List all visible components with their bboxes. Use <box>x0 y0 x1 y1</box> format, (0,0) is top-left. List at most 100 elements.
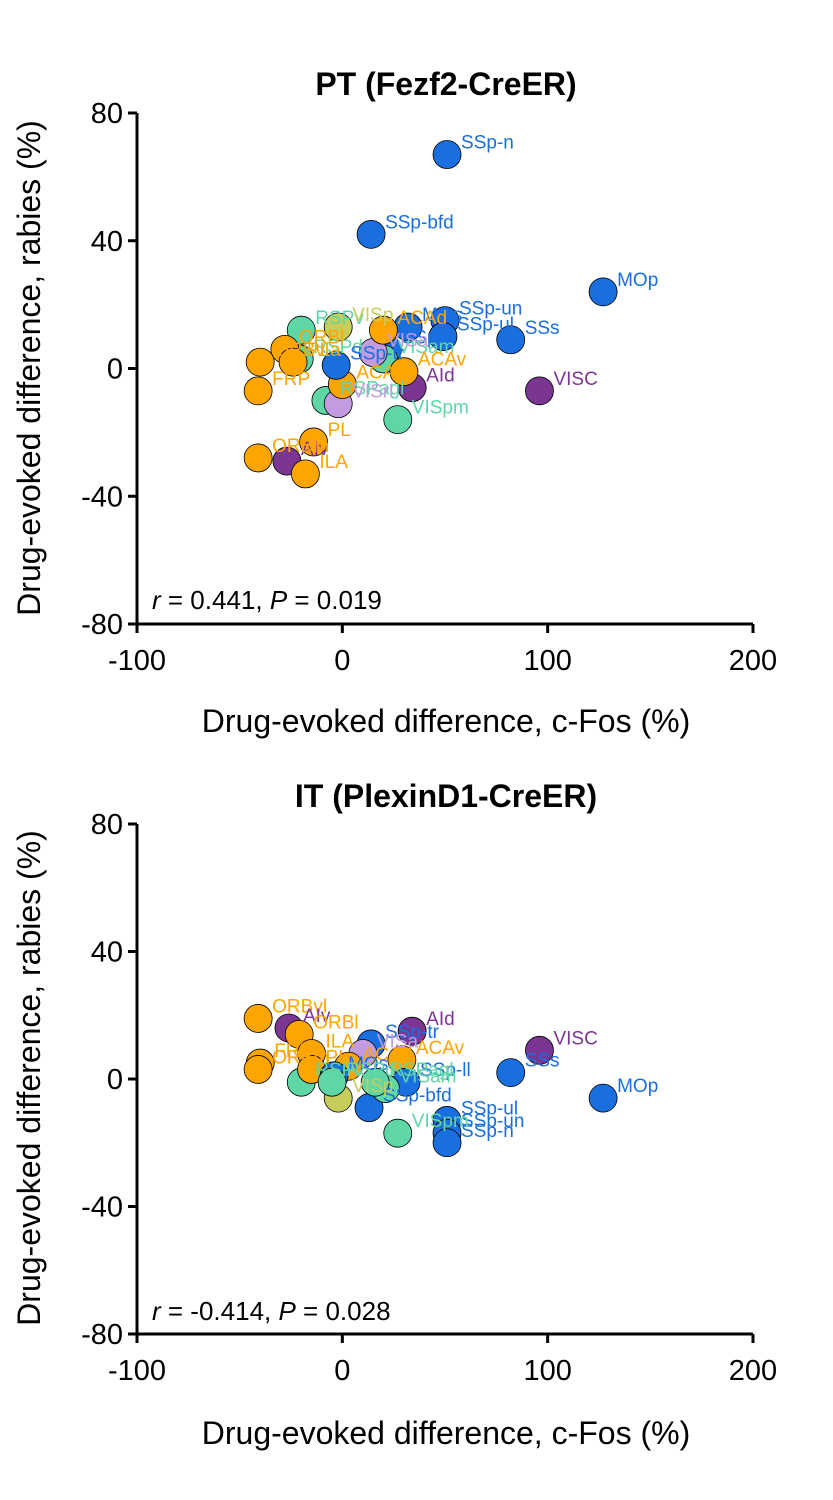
y-tick-label: -40 <box>81 1192 123 1224</box>
data-point <box>243 1055 273 1084</box>
point-label: SSs <box>525 318 560 339</box>
point-label: SSp-un <box>459 299 522 320</box>
data-point <box>299 427 328 457</box>
r-value: = 0.441, <box>161 585 270 615</box>
data-point <box>243 376 273 406</box>
points <box>243 140 618 489</box>
point-label: ACAd <box>362 1044 412 1065</box>
point-label: AIv <box>301 439 329 460</box>
y-tick-label: 80 <box>91 809 123 841</box>
point-label: VISam <box>397 337 454 358</box>
y-tick-label: 0 <box>107 1064 123 1096</box>
point-label: FRP <box>272 369 310 390</box>
point-label: SSp-n <box>461 1121 514 1142</box>
data-point <box>432 140 462 169</box>
point-label: VISp <box>352 305 393 326</box>
chart-title: PT (Fezf2-CreER) <box>315 66 576 102</box>
point-label: RSPagl <box>389 1060 453 1081</box>
point-label: RSPagl <box>340 378 404 399</box>
point-label: ACAv <box>416 1038 465 1059</box>
x-axis-label: Drug-evoked difference, c-Fos (%) <box>202 703 690 739</box>
point-label: ORBm <box>272 1047 329 1068</box>
point-label: ORBvl <box>272 996 327 1017</box>
y-tick-label: 0 <box>107 354 123 386</box>
r-symbol: r <box>152 585 162 615</box>
point-label: VISC <box>553 369 597 390</box>
y-tick-label: 80 <box>91 98 123 130</box>
point-label: AId <box>426 1009 455 1030</box>
point-label: SSp-tr <box>350 343 405 364</box>
data-point <box>286 315 316 345</box>
point-label: ORBl <box>299 327 344 348</box>
r-symbol: r <box>152 1296 162 1326</box>
data-point <box>383 405 413 435</box>
point-label: SSp-bfd <box>383 1086 452 1107</box>
chart-title: IT (PlexinD1-CreER) <box>295 778 597 814</box>
data-point <box>245 347 275 377</box>
data-point <box>323 312 353 342</box>
r-value: = -0.414, <box>161 1296 279 1326</box>
y-tick-label: -80 <box>81 609 123 641</box>
y-axis-label: Drug-evoked difference, rabies (%) <box>11 830 47 1326</box>
data-point <box>389 357 419 387</box>
x-axis-label: Drug-evoked difference, c-Fos (%) <box>202 1415 690 1451</box>
point-label: VISC <box>553 1028 597 1049</box>
point-label: SSp-bfd <box>385 212 454 233</box>
x-tick-label: 0 <box>334 1355 350 1387</box>
x-tick-label: 100 <box>523 1355 571 1387</box>
x-tick-label: -100 <box>108 645 166 677</box>
data-point <box>243 443 273 473</box>
point-label: PL <box>328 420 351 441</box>
point-label: ORBl <box>313 1012 358 1033</box>
data-point <box>496 1058 526 1088</box>
point-label: SSp-ul <box>461 1098 518 1119</box>
data-point <box>278 347 308 377</box>
point-label: RSPv <box>315 1060 364 1081</box>
point-label: MOs <box>422 305 462 326</box>
data-point <box>356 219 386 249</box>
points <box>243 1004 618 1158</box>
y-tick-label: -40 <box>81 481 123 513</box>
point-label: SSp-tr <box>385 1022 440 1043</box>
point-label: SSp-ll <box>420 1060 471 1081</box>
data-point <box>321 350 351 380</box>
point-label: ACAd <box>397 308 447 329</box>
data-point <box>525 1035 554 1065</box>
point-label: VISrl <box>352 382 393 403</box>
point-label: AIv <box>303 1006 331 1027</box>
p-value: = 0.028 <box>296 1296 391 1326</box>
x-tick-label: 200 <box>729 645 777 677</box>
data-point <box>428 322 458 351</box>
panel-it: IT (PlexinD1-CreER) -100 0 100 20080400-40-… <box>11 778 777 1451</box>
point-label: VISa <box>377 1032 419 1053</box>
point-label: VISpm <box>412 398 469 419</box>
data-point <box>290 459 320 489</box>
x-tick-label: -100 <box>108 1355 166 1387</box>
point-label: ILA <box>326 1032 355 1053</box>
point-label: VISp <box>352 1076 393 1097</box>
data-point <box>383 1118 413 1148</box>
x-tick-label: 0 <box>334 645 350 677</box>
point-label: RSPd <box>346 1060 396 1081</box>
p-symbol: P <box>270 585 288 615</box>
data-point <box>496 325 526 355</box>
point-label: ORBvl <box>274 340 329 361</box>
point-label: PLa <box>307 340 341 361</box>
panel-pt: PT (Fezf2-CreER) -100 0 100 200 80 40 0 -40 -80 S… <box>11 66 777 739</box>
data-point <box>368 315 398 345</box>
point-label: FRP <box>274 1041 312 1062</box>
point-label: MOs <box>348 1054 388 1075</box>
y-axis-label: Drug-evoked difference, rabies (%) <box>11 120 47 616</box>
point-label: SSp-n <box>461 133 514 154</box>
data-point <box>243 1004 273 1033</box>
correlation-stat: r = 0.441, P = 0.019 <box>152 585 382 615</box>
y-tick-label: -80 <box>81 1319 123 1351</box>
y-tick-label: 40 <box>91 226 123 258</box>
correlation-stat: r = -0.414, P = 0.028 <box>152 1296 391 1326</box>
plot-area: -100 0 100 200 80 40 0 -40 -80 SSp-n SSp-bfd MOp SSp… <box>81 98 777 677</box>
point-label: VISam <box>399 1067 456 1088</box>
point-label: ILA <box>319 452 348 473</box>
